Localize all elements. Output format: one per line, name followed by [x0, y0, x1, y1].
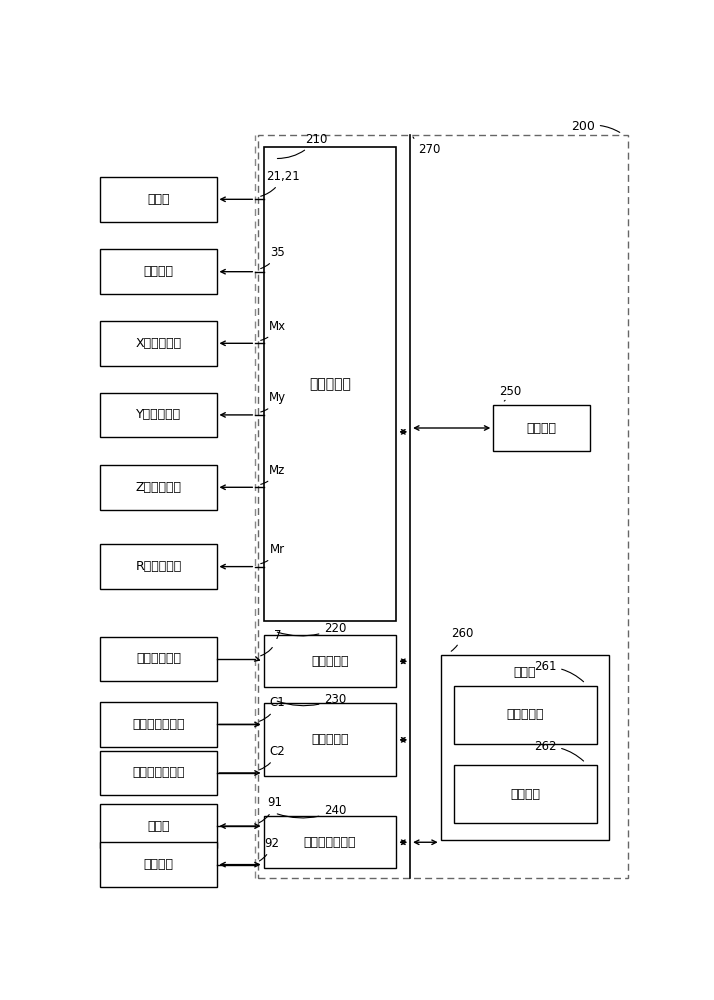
Bar [100, 249, 216, 294]
Text: 元件识别摄像机: 元件识别摄像机 [132, 718, 185, 731]
Text: My: My [261, 391, 286, 412]
Bar [100, 804, 216, 848]
Text: 存储部: 存储部 [514, 666, 536, 679]
Text: 262: 262 [533, 740, 583, 761]
Text: 92: 92 [259, 837, 279, 861]
Text: 升降机构: 升降机构 [144, 265, 174, 278]
Text: Y轴伺服马达: Y轴伺服马达 [136, 408, 181, 421]
Text: C2: C2 [260, 745, 286, 770]
Text: 35: 35 [261, 246, 285, 269]
Text: 驱动控制部: 驱动控制部 [309, 377, 351, 391]
Bar [263, 703, 396, 776]
Text: Z轴伺服马达: Z轴伺服马达 [136, 481, 181, 494]
Text: 元件检查摄像机: 元件检查摄像机 [132, 766, 185, 779]
Text: 230: 230 [277, 693, 346, 706]
Text: 270: 270 [413, 137, 441, 156]
Bar [263, 635, 396, 687]
Text: 21,21: 21,21 [261, 170, 300, 196]
Text: 销设置程序: 销设置程序 [507, 708, 544, 721]
Bar [455, 686, 597, 744]
Bar [100, 842, 216, 887]
Text: 搬送带: 搬送带 [147, 193, 170, 206]
Text: 200: 200 [571, 120, 620, 133]
Bar [263, 147, 396, 620]
Bar [493, 405, 590, 451]
Bar [455, 765, 597, 823]
Bar [100, 177, 216, 222]
Text: X轴伺服马达: X轴伺服马达 [136, 337, 181, 350]
Text: 250: 250 [498, 385, 521, 401]
Text: Mx: Mx [261, 320, 286, 340]
Text: 220: 220 [277, 622, 347, 636]
Text: 图像处理部: 图像处理部 [311, 733, 348, 746]
Text: 240: 240 [277, 804, 347, 818]
Bar [100, 702, 216, 747]
Bar [263, 816, 396, 868]
Text: R轴伺服马达: R轴伺服马达 [135, 560, 181, 573]
Text: 压力切换机构: 压力切换机构 [136, 652, 181, 666]
Bar [100, 465, 216, 510]
Text: 210: 210 [278, 133, 327, 159]
Bar [100, 637, 216, 681]
Text: 7: 7 [261, 629, 281, 656]
Text: 抓持控制部: 抓持控制部 [311, 655, 348, 668]
Bar [441, 655, 610, 840]
Text: 安装程序: 安装程序 [511, 788, 540, 801]
Bar [100, 544, 216, 589]
Text: 260: 260 [451, 627, 474, 651]
Text: 输出输入控制部: 输出输入控制部 [303, 836, 356, 849]
Bar [100, 321, 216, 366]
Text: 261: 261 [533, 660, 583, 682]
Bar [100, 393, 216, 437]
Text: Mz: Mz [261, 464, 286, 484]
Text: 主控制部: 主控制部 [527, 422, 557, 434]
Text: 输入设备: 输入设备 [144, 858, 174, 871]
Bar [100, 751, 216, 795]
Text: Mr: Mr [261, 543, 285, 564]
Bar [258, 135, 628, 878]
Text: C1: C1 [260, 696, 286, 721]
Text: 显示器: 显示器 [147, 820, 170, 833]
Text: 91: 91 [259, 796, 282, 823]
